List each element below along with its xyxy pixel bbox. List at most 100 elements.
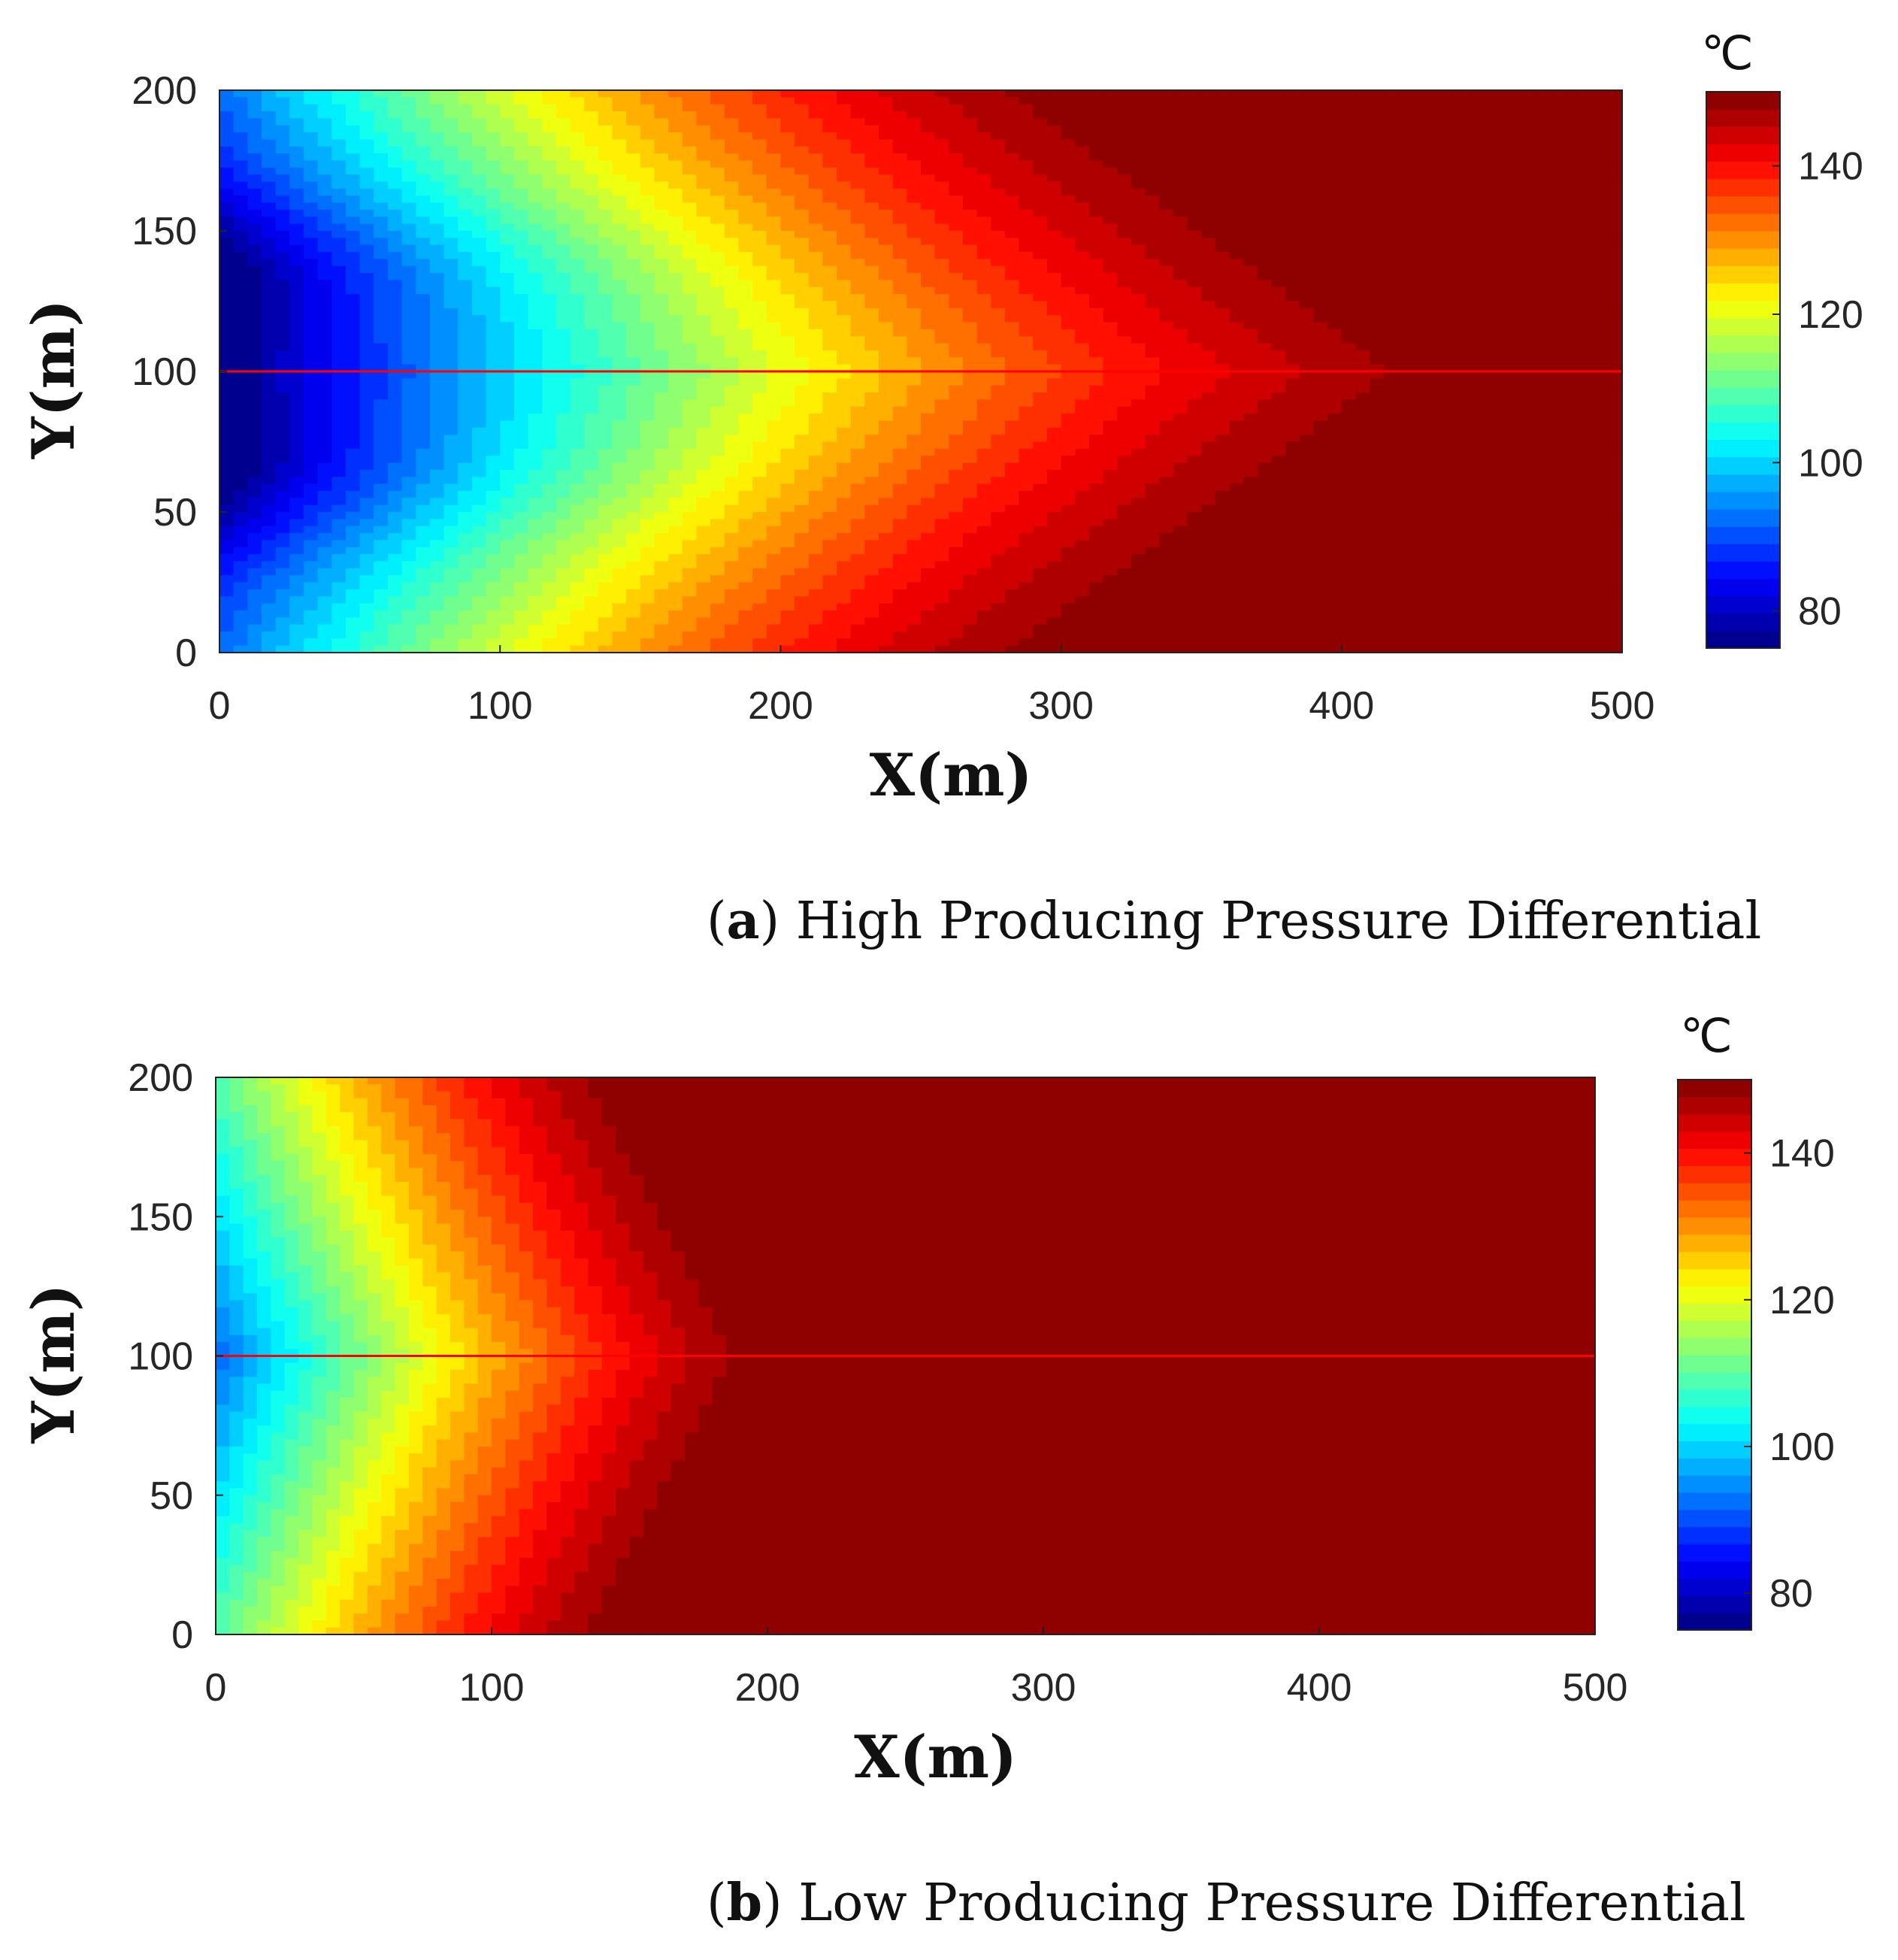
- heat-cell: [443, 357, 459, 365]
- heat-cell: [1131, 329, 1146, 337]
- heat-cell: [1538, 414, 1553, 422]
- heat-cell: [1243, 244, 1258, 253]
- heat-cell: [654, 280, 669, 288]
- heat-cell: [555, 307, 571, 316]
- heat-cell: [1370, 364, 1385, 372]
- heat-cell: [907, 181, 922, 189]
- heat-cell: [1131, 427, 1146, 435]
- heat-cell: [261, 231, 277, 238]
- heat-cell: [598, 146, 613, 154]
- heat-cell: [682, 350, 698, 358]
- heat-cell: [542, 343, 557, 351]
- heat-cell: [570, 307, 585, 316]
- heat-cell: [500, 252, 515, 259]
- heat-cell: [261, 223, 277, 232]
- heat-cell: [387, 301, 403, 309]
- heat-cell: [949, 174, 964, 183]
- heat-cell: [822, 132, 837, 141]
- heat-cell: [837, 399, 852, 407]
- heat-cell: [808, 202, 823, 211]
- heat-cell: [738, 252, 753, 259]
- heat-cell: [1201, 378, 1216, 386]
- heat-cell: [780, 336, 795, 344]
- heat-cell: [1566, 223, 1581, 232]
- heat-cell: [233, 315, 248, 323]
- heat-cell: [1046, 301, 1062, 309]
- heat-cell: [1383, 357, 1399, 365]
- heat-cell: [1524, 132, 1539, 141]
- heat-cell: [1033, 357, 1048, 365]
- heat-cell: [1439, 238, 1455, 246]
- heat-cell: [907, 414, 922, 422]
- heat-cell: [1580, 217, 1595, 225]
- heat-cell: [668, 111, 683, 119]
- heat-cell: [766, 252, 781, 259]
- heat-cell: [612, 385, 627, 393]
- heat-cell: [1201, 414, 1216, 422]
- heat-cell: [1046, 280, 1062, 288]
- heat-cell: [598, 307, 613, 316]
- heat-cell: [682, 174, 698, 183]
- heat-cell: [1019, 371, 1034, 379]
- heat-cell: [921, 209, 936, 217]
- heat-cell: [1397, 139, 1412, 147]
- heat-cell: [640, 125, 655, 133]
- heat-cell: [443, 167, 459, 175]
- heat-cell: [429, 244, 445, 253]
- heat-cell: [710, 343, 725, 351]
- heat-cell: [724, 392, 740, 400]
- heat-cell: [696, 378, 711, 386]
- heat-cell: [1496, 181, 1511, 189]
- heat-cell: [921, 371, 936, 379]
- heat-cell: [1496, 174, 1511, 183]
- heat-cell: [500, 336, 515, 344]
- heat-cell: [1201, 315, 1216, 323]
- heat-cell: [921, 252, 936, 259]
- heat-cell: [247, 301, 262, 309]
- heat-cell: [1243, 153, 1258, 162]
- heat-cell: [738, 97, 753, 105]
- heat-cell: [1271, 104, 1286, 112]
- heat-cell: [934, 202, 949, 211]
- heat-cell: [1383, 399, 1399, 407]
- heat-cell: [1341, 371, 1357, 379]
- heat-cell: [1103, 371, 1118, 379]
- heat-cell: [500, 217, 515, 225]
- heat-cell: [612, 336, 627, 344]
- heat-cell: [219, 371, 235, 379]
- heat-cell: [962, 181, 978, 189]
- heat-cell: [976, 139, 991, 147]
- heat-cell: [598, 252, 613, 259]
- heat-cell: [500, 118, 515, 126]
- heat-cell: [555, 435, 571, 443]
- heat-cell: [486, 223, 501, 232]
- heat-cell: [1397, 217, 1412, 225]
- heat-cell: [654, 195, 669, 204]
- heat-cell: [401, 244, 416, 253]
- heat-cell: [374, 195, 389, 204]
- heat-cell: [976, 343, 991, 351]
- heat-cell: [303, 265, 319, 274]
- heat-cell: [1075, 406, 1090, 414]
- heat-cell: [570, 90, 585, 98]
- heat-cell: [1524, 392, 1539, 400]
- heat-cell: [555, 97, 571, 105]
- heat-cell: [443, 414, 459, 422]
- heat-cell: [1594, 238, 1609, 246]
- heat-cell: [864, 167, 879, 175]
- heat-cell: [892, 209, 907, 217]
- heat-cell: [1285, 420, 1300, 429]
- heat-cell: [458, 329, 473, 337]
- heat-cell: [471, 273, 487, 281]
- heat-cell: [401, 97, 416, 105]
- heat-cell: [598, 118, 613, 126]
- heat-cell: [1538, 301, 1553, 309]
- heat-cell: [1412, 188, 1427, 196]
- heat-cell: [907, 280, 922, 288]
- heat-cell: [1566, 174, 1581, 183]
- heat-cell: [1033, 111, 1048, 119]
- heat-cell: [1285, 371, 1300, 379]
- heat-cell: [822, 294, 837, 302]
- heat-cell: [808, 125, 823, 133]
- heat-cell: [1509, 153, 1524, 162]
